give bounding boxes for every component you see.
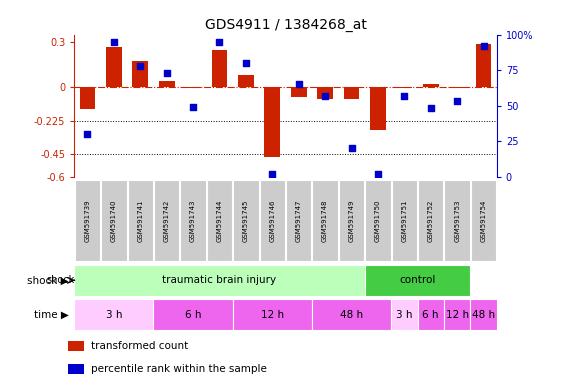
Text: GSM591745: GSM591745 — [243, 200, 249, 242]
Text: GSM591742: GSM591742 — [164, 200, 170, 242]
Bar — [132, 61, 148, 87]
Bar — [317, 87, 333, 99]
Text: GSM591750: GSM591750 — [375, 200, 381, 242]
Text: GSM591753: GSM591753 — [454, 200, 460, 242]
Bar — [396, 87, 412, 88]
FancyBboxPatch shape — [365, 265, 471, 296]
Text: 12 h: 12 h — [445, 310, 469, 320]
Point — [347, 145, 356, 151]
Text: 3 h: 3 h — [106, 310, 122, 320]
Text: 6 h: 6 h — [423, 310, 439, 320]
Point — [162, 70, 171, 76]
FancyBboxPatch shape — [444, 300, 471, 330]
FancyBboxPatch shape — [391, 300, 417, 330]
Bar — [476, 43, 492, 87]
FancyBboxPatch shape — [471, 180, 496, 262]
FancyBboxPatch shape — [101, 180, 127, 262]
FancyBboxPatch shape — [260, 180, 285, 262]
Point — [294, 81, 303, 88]
Bar — [238, 75, 254, 87]
FancyBboxPatch shape — [233, 300, 312, 330]
Text: shock ▶: shock ▶ — [27, 275, 69, 285]
FancyBboxPatch shape — [127, 180, 153, 262]
Text: transformed count: transformed count — [91, 341, 188, 351]
Text: GSM591744: GSM591744 — [216, 200, 223, 242]
Bar — [106, 46, 122, 87]
FancyBboxPatch shape — [180, 180, 206, 262]
FancyBboxPatch shape — [74, 265, 365, 296]
Text: GSM591747: GSM591747 — [296, 200, 301, 242]
Point — [268, 171, 277, 177]
Text: GSM591751: GSM591751 — [401, 200, 407, 242]
FancyBboxPatch shape — [312, 300, 391, 330]
FancyBboxPatch shape — [312, 180, 338, 262]
Point — [426, 105, 435, 111]
Text: GSM591748: GSM591748 — [322, 200, 328, 242]
Bar — [79, 87, 95, 109]
Point — [109, 39, 118, 45]
FancyBboxPatch shape — [471, 300, 497, 330]
Point — [373, 171, 383, 177]
Bar — [185, 87, 201, 88]
Text: GSM591754: GSM591754 — [481, 200, 486, 242]
FancyBboxPatch shape — [207, 180, 232, 262]
Text: 48 h: 48 h — [472, 310, 495, 320]
Text: GSM591752: GSM591752 — [428, 200, 434, 242]
Bar — [211, 50, 227, 87]
Text: 12 h: 12 h — [261, 310, 284, 320]
FancyBboxPatch shape — [418, 180, 444, 262]
Text: GSM591746: GSM591746 — [270, 200, 275, 242]
FancyBboxPatch shape — [417, 300, 444, 330]
Point — [400, 93, 409, 99]
Title: GDS4911 / 1384268_at: GDS4911 / 1384268_at — [204, 18, 367, 32]
FancyBboxPatch shape — [444, 180, 470, 262]
Text: GSM591749: GSM591749 — [348, 200, 355, 242]
Text: 48 h: 48 h — [340, 310, 363, 320]
FancyBboxPatch shape — [392, 180, 417, 262]
FancyBboxPatch shape — [74, 300, 154, 330]
Point — [242, 60, 251, 66]
Point — [320, 93, 329, 99]
Point — [83, 131, 92, 137]
Bar — [159, 81, 175, 87]
FancyBboxPatch shape — [154, 300, 233, 330]
Text: 3 h: 3 h — [396, 310, 413, 320]
FancyBboxPatch shape — [286, 180, 311, 262]
Point — [188, 104, 198, 110]
Text: percentile rank within the sample: percentile rank within the sample — [91, 364, 267, 374]
Bar — [69, 364, 84, 374]
Text: GSM591740: GSM591740 — [111, 200, 117, 242]
Bar — [69, 341, 84, 351]
Text: time ▶: time ▶ — [34, 310, 69, 320]
Text: GSM591739: GSM591739 — [85, 199, 90, 242]
Text: 6 h: 6 h — [185, 310, 202, 320]
FancyBboxPatch shape — [75, 180, 100, 262]
Bar — [291, 87, 307, 98]
Bar — [449, 87, 465, 88]
FancyBboxPatch shape — [339, 180, 364, 262]
Bar — [264, 87, 280, 157]
Bar — [423, 84, 439, 87]
Text: control: control — [399, 275, 436, 285]
Text: GSM591743: GSM591743 — [190, 200, 196, 242]
FancyBboxPatch shape — [365, 180, 391, 262]
Point — [453, 98, 462, 104]
Point — [136, 63, 145, 69]
Text: GSM591741: GSM591741 — [137, 200, 143, 242]
Text: traumatic brain injury: traumatic brain injury — [162, 275, 276, 285]
Point — [479, 43, 488, 49]
FancyBboxPatch shape — [154, 180, 179, 262]
FancyBboxPatch shape — [233, 180, 259, 262]
Bar — [344, 87, 359, 99]
Text: shock: shock — [46, 275, 74, 285]
Point — [215, 39, 224, 45]
Bar — [370, 87, 386, 130]
